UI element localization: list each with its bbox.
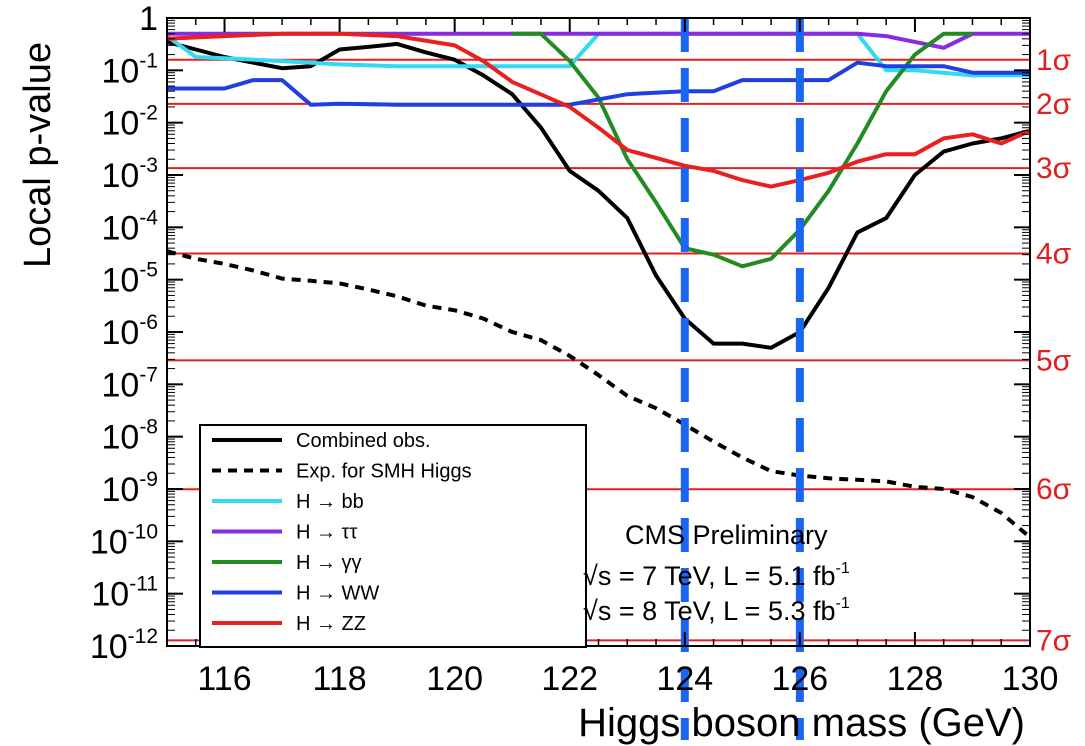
sigma-label-3: 3σ (1036, 152, 1072, 185)
y-tick-exponent: -11 (129, 573, 158, 596)
y-tick-exponent: -7 (139, 363, 158, 386)
y-tick-base: 10 (91, 576, 129, 614)
series-line-5 (512, 31, 973, 269)
series-line-2 (166, 249, 1032, 539)
mass-markers (680, 18, 804, 740)
y-tick-label-10: 10-9 (101, 468, 158, 509)
series-line-7 (166, 31, 1031, 189)
y-tick-base: 10 (101, 366, 139, 404)
x-tick-label-5: 124 (656, 660, 713, 698)
y-tick-label-13: 10-12 (90, 625, 158, 666)
y-tick-base: 10 (101, 262, 139, 300)
legend-label-2: Exp. for SMH Higgs (296, 461, 472, 483)
series-line-1 (166, 39, 1031, 350)
x-tick-label-2: 118 (312, 660, 366, 698)
y-tick-exponent: -1 (139, 49, 158, 72)
annotation-line1-exponent: -1 (836, 560, 850, 577)
legend-label-6: H → WW (296, 583, 379, 605)
y-tick-label-12: 10-11 (91, 573, 158, 614)
cms-annotation: CMS Preliminary √s = 7 TeV, L = 5.1 fb-1… (583, 520, 850, 626)
series-line-4 (167, 31, 1030, 50)
x-tick-label-7: 128 (887, 660, 944, 698)
sigma-label-7: 7σ (1036, 624, 1072, 657)
y-tick-label-8: 10-7 (101, 363, 158, 404)
y-tick-base: 10 (101, 105, 139, 143)
y-tick-label-5: 10-4 (101, 206, 158, 247)
sigma-label-1: 1σ (1036, 44, 1072, 77)
y-tick-base: 10 (101, 157, 139, 195)
sigma-label-6: 6σ (1036, 473, 1072, 506)
y-tick-label-4: 10-3 (101, 154, 158, 195)
y-tick-label-9: 10-8 (101, 416, 158, 457)
sigma-label-2: 2σ (1036, 88, 1072, 121)
series-lines (165, 31, 1032, 539)
y-tick-label-11: 10-10 (90, 520, 158, 561)
series-line-6 (167, 60, 1030, 107)
annotation-title: CMS Preliminary (625, 520, 828, 550)
legend-label-1: Combined obs. (296, 430, 431, 452)
legend-entries: Combined obs. Exp. for SMH Higgs H → bb H →… (212, 430, 472, 635)
y-tick-label-6: 10-5 (101, 259, 158, 300)
x-tick-label-3: 120 (426, 660, 483, 698)
y-tick-exponent: -9 (139, 468, 158, 491)
legend-label-7: H → ZZ (296, 613, 366, 635)
y-tick-exponent: -8 (139, 416, 158, 439)
sigma-label-4: 4σ (1036, 237, 1072, 270)
annotation-line2-exponent: -1 (836, 595, 850, 612)
x-tick-label-6: 126 (771, 660, 828, 698)
y-tick-exponent: -2 (139, 102, 158, 125)
y-tick-base: 10 (90, 628, 128, 666)
legend-label-4: H → ττ (296, 522, 357, 544)
x-tick-label-8: 130 (1002, 660, 1059, 698)
y-tick-exponent: -3 (139, 154, 158, 177)
y-tick-exponent: -12 (128, 625, 158, 648)
x-tick-label-4: 122 (541, 660, 598, 698)
annotation-line1-text: √s = 7 TeV, L = 5.1 fb (583, 561, 836, 591)
y-tick-exponent: -10 (128, 520, 158, 543)
x-tick-labels: 116 118 120 122 124 126 128 130 (197, 660, 1058, 698)
annotation-line1: √s = 7 TeV, L = 5.1 fb-1 (583, 560, 850, 591)
y-tick-label-7: 10-6 (101, 311, 158, 352)
y-tick-labels: 110-110-210-310-410-510-610-710-810-910-… (90, 0, 158, 666)
y-tick-base: 10 (90, 523, 128, 561)
annotation-line2-text: √s = 8 TeV, L = 5.3 fb (583, 596, 836, 626)
sigma-label-5: 5σ (1036, 344, 1072, 377)
y-tick-exponent: -6 (139, 311, 158, 334)
annotation-line2: √s = 8 TeV, L = 5.3 fb-1 (583, 595, 850, 626)
y-axis-title: Local p-value (17, 42, 59, 268)
y-tick-base: 10 (101, 419, 139, 457)
legend-label-3: H → bb (296, 491, 364, 513)
x-axis-title: Higgs boson mass (GeV) (578, 701, 1025, 745)
x-tick-label-1: 116 (197, 660, 251, 698)
legend-label-5: H → γγ (296, 552, 362, 574)
y-tick-base: 1 (139, 0, 158, 38)
legend: Combined obs. Exp. for SMH Higgs H → bb H →… (199, 424, 587, 648)
y-tick-label-1: 1 (139, 0, 158, 38)
y-tick-exponent: -5 (139, 259, 158, 282)
y-tick-base: 10 (101, 209, 139, 247)
y-tick-base: 10 (101, 52, 139, 90)
y-tick-label-3: 10-2 (101, 102, 158, 143)
y-tick-base: 10 (101, 314, 139, 352)
legend-box (199, 424, 587, 648)
sigma-labels: 1σ 2σ 3σ 4σ 5σ 6σ 7σ (1036, 44, 1072, 658)
y-tick-exponent: -4 (139, 206, 158, 229)
y-tick-label-2: 10-1 (101, 49, 158, 90)
y-tick-base: 10 (101, 471, 139, 509)
